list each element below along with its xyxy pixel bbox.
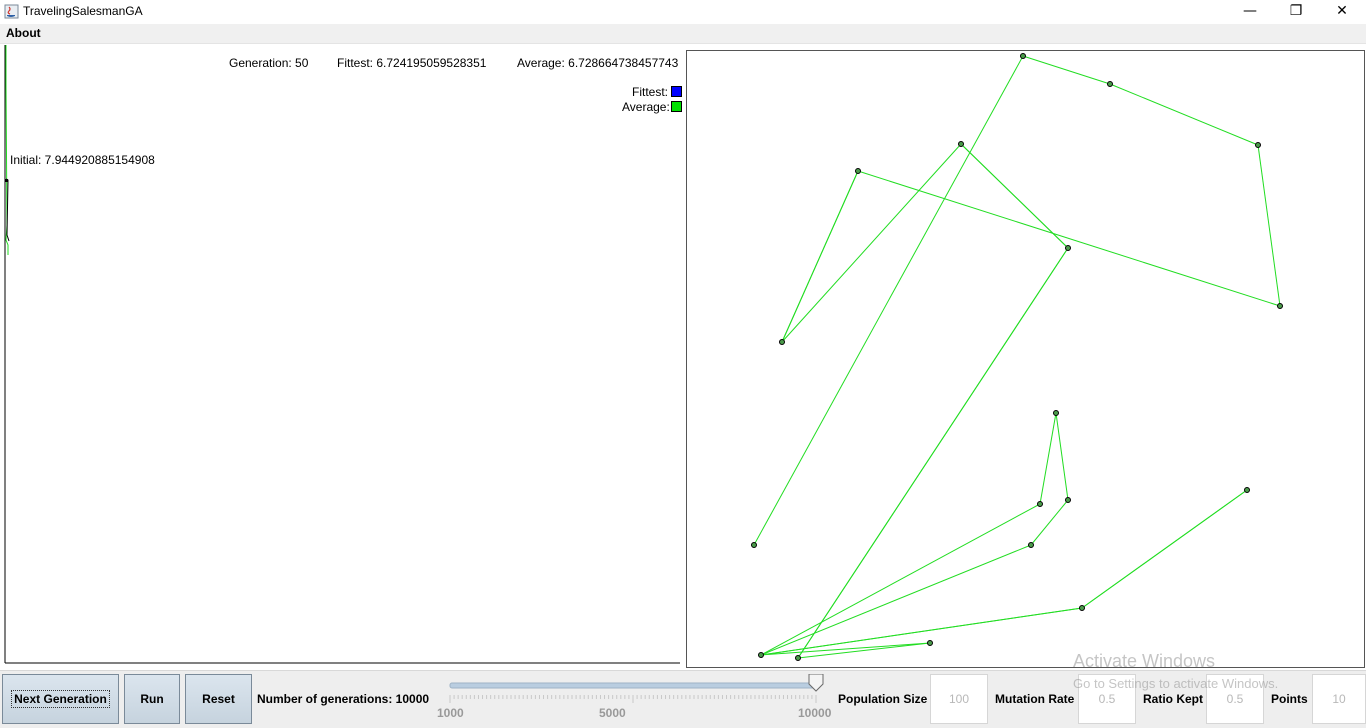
slider-min-label: 1000 — [437, 706, 464, 720]
minimize-button[interactable]: — — [1243, 3, 1257, 19]
window-title: TravelingSalesmanGA — [23, 4, 143, 18]
route-segment — [1055, 412, 1069, 501]
city-point — [927, 640, 933, 646]
num-generations-label: Number of generations: 10000 — [257, 692, 430, 706]
route-segment — [1022, 55, 1111, 85]
city-point — [1065, 497, 1071, 503]
route-segment — [1257, 144, 1281, 307]
slider-max-label: 10000 — [798, 706, 832, 720]
city-point — [855, 168, 861, 174]
city-point — [751, 542, 757, 548]
points-input[interactable]: 10 — [1312, 674, 1366, 724]
population-size-label: Population Size — [838, 692, 928, 706]
legend-fittest-swatch — [671, 86, 682, 97]
tour-map — [751, 53, 1283, 661]
initial-value-label: Initial: 7.944920885154908 — [10, 153, 155, 167]
city-point — [1020, 53, 1026, 59]
legend-average-swatch — [671, 101, 682, 112]
legend-average-label: Average: — [622, 100, 670, 114]
city-point — [779, 339, 785, 345]
fitness-chart-panel: Generation: 50 Fittest: 6.72419505952835… — [0, 45, 683, 671]
route-segment — [797, 642, 931, 659]
route-segment — [781, 143, 962, 343]
route-segment — [781, 170, 859, 343]
initial-point-marker — [5, 179, 8, 182]
ratio-kept-label: Ratio Kept — [1143, 692, 1203, 706]
close-button[interactable]: ✕ — [1336, 3, 1348, 19]
route-segment — [1109, 83, 1259, 146]
route-segment — [753, 55, 1024, 546]
java-app-icon — [4, 4, 19, 19]
city-point — [1028, 542, 1034, 548]
route-segment — [960, 143, 1069, 249]
run-button[interactable]: Run — [124, 674, 180, 724]
city-point — [1065, 245, 1071, 251]
slider-ticks — [449, 695, 817, 703]
tour-map-panel — [686, 50, 1365, 668]
average-value-label: Average: 6.728664738457743 — [517, 56, 679, 70]
maximize-button[interactable]: ❐ — [1289, 3, 1303, 19]
next-generation-button[interactable]: Next Generation — [2, 674, 119, 724]
reset-button[interactable]: Reset — [185, 674, 252, 724]
fittest-value-label: Fittest: 6.724195059528351 — [337, 56, 487, 70]
title-bar: TravelingSalesmanGA — ❐ ✕ — [0, 0, 1366, 24]
slider-thumb[interactable] — [808, 674, 824, 692]
route-segment — [857, 170, 1281, 307]
route-segment — [760, 503, 1041, 656]
city-point — [1244, 487, 1250, 493]
city-point — [795, 655, 801, 661]
menu-bar: About — [0, 24, 1366, 44]
city-point — [1079, 605, 1085, 611]
city-point — [958, 141, 964, 147]
control-bar: Next Generation Run Reset Number of gene… — [0, 670, 1366, 728]
route-segment — [797, 247, 1069, 659]
route-segment — [760, 642, 931, 656]
average-fitness-line — [5, 45, 9, 255]
slider-track — [449, 682, 817, 689]
points-label: Points — [1271, 692, 1308, 706]
city-point — [758, 652, 764, 658]
next-generation-label: Next Generation — [11, 690, 110, 708]
route-segment — [760, 607, 1083, 656]
city-point — [1255, 142, 1261, 148]
ratio-kept-input[interactable]: 0.5 — [1206, 674, 1264, 724]
legend-fittest-label: Fittest: — [632, 85, 669, 99]
city-point — [1277, 303, 1283, 309]
city-point — [1107, 81, 1113, 87]
route-segment — [760, 544, 1032, 656]
route-segment — [1030, 499, 1069, 546]
route-segment — [1081, 489, 1248, 609]
menu-about[interactable]: About — [6, 26, 41, 40]
city-point — [1037, 501, 1043, 507]
slider-mid-label: 5000 — [599, 706, 626, 720]
mutation-rate-input[interactable]: 0.5 — [1078, 674, 1136, 724]
fitness-chart — [4, 45, 680, 664]
mutation-rate-label: Mutation Rate — [995, 692, 1075, 706]
generations-slider[interactable] — [436, 674, 832, 724]
generation-label: Generation: 50 — [229, 56, 309, 70]
city-point — [1053, 410, 1059, 416]
route-segment — [1039, 412, 1057, 505]
population-size-input[interactable]: 100 — [930, 674, 988, 724]
